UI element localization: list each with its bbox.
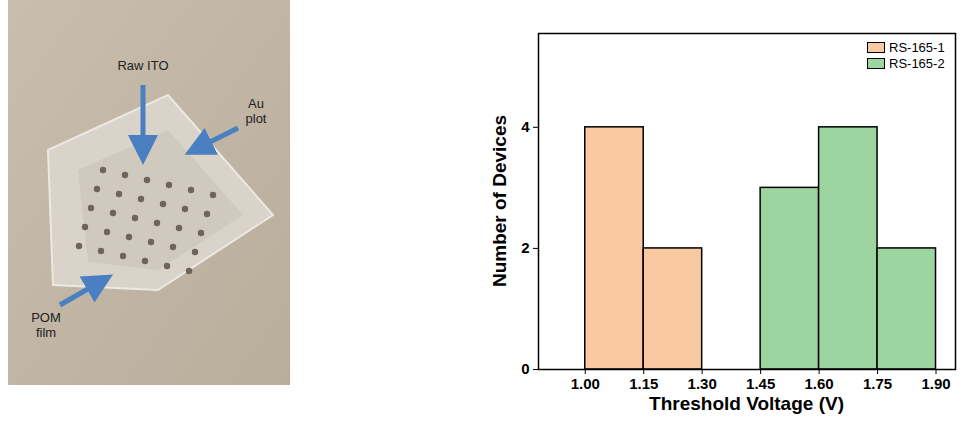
svg-text:1.75: 1.75 xyxy=(863,375,892,392)
svg-text:Raw ITO: Raw ITO xyxy=(117,58,168,73)
svg-text:2: 2 xyxy=(521,239,529,256)
svg-text:1.15: 1.15 xyxy=(629,375,658,392)
html-text:RS-165-2: RS-165-2 xyxy=(889,55,945,71)
svg-text:1.00: 1.00 xyxy=(571,375,600,392)
html-text:Number of Devices: Number of Devices xyxy=(489,114,510,288)
html-text:RS-165-1: RS-165-1 xyxy=(889,39,945,55)
svg-text:1.90: 1.90 xyxy=(921,375,950,392)
html-text:Threshold Voltage (V): Threshold Voltage (V) xyxy=(649,393,844,414)
svg-text:Auplot: Auplot xyxy=(246,96,267,126)
svg-text:1.30: 1.30 xyxy=(688,375,717,392)
svg-text:1.60: 1.60 xyxy=(804,375,833,392)
svg-text:POMfilm: POMfilm xyxy=(31,310,61,340)
svg-text:4: 4 xyxy=(521,118,530,135)
svg-text:0: 0 xyxy=(521,360,529,377)
svg-text:1.45: 1.45 xyxy=(746,375,775,392)
